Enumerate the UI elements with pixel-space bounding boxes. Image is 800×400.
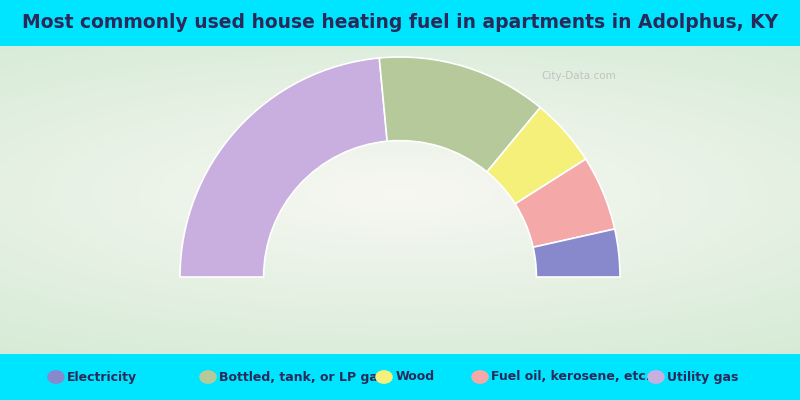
Wedge shape bbox=[180, 58, 387, 277]
Wedge shape bbox=[487, 108, 586, 204]
Ellipse shape bbox=[199, 370, 217, 384]
Text: Bottled, tank, or LP gas: Bottled, tank, or LP gas bbox=[219, 370, 386, 384]
Text: Electricity: Electricity bbox=[67, 370, 138, 384]
Text: Utility gas: Utility gas bbox=[667, 370, 738, 384]
Wedge shape bbox=[515, 159, 614, 247]
Wedge shape bbox=[533, 229, 620, 277]
Ellipse shape bbox=[47, 370, 65, 384]
Text: Fuel oil, kerosene, etc.: Fuel oil, kerosene, etc. bbox=[491, 370, 650, 384]
Ellipse shape bbox=[471, 370, 489, 384]
Ellipse shape bbox=[375, 370, 393, 384]
Text: City-Data.com: City-Data.com bbox=[542, 71, 617, 81]
Text: Wood: Wood bbox=[395, 370, 434, 384]
Ellipse shape bbox=[647, 370, 665, 384]
Text: Most commonly used house heating fuel in apartments in Adolphus, KY: Most commonly used house heating fuel in… bbox=[22, 14, 778, 32]
Wedge shape bbox=[379, 57, 540, 172]
